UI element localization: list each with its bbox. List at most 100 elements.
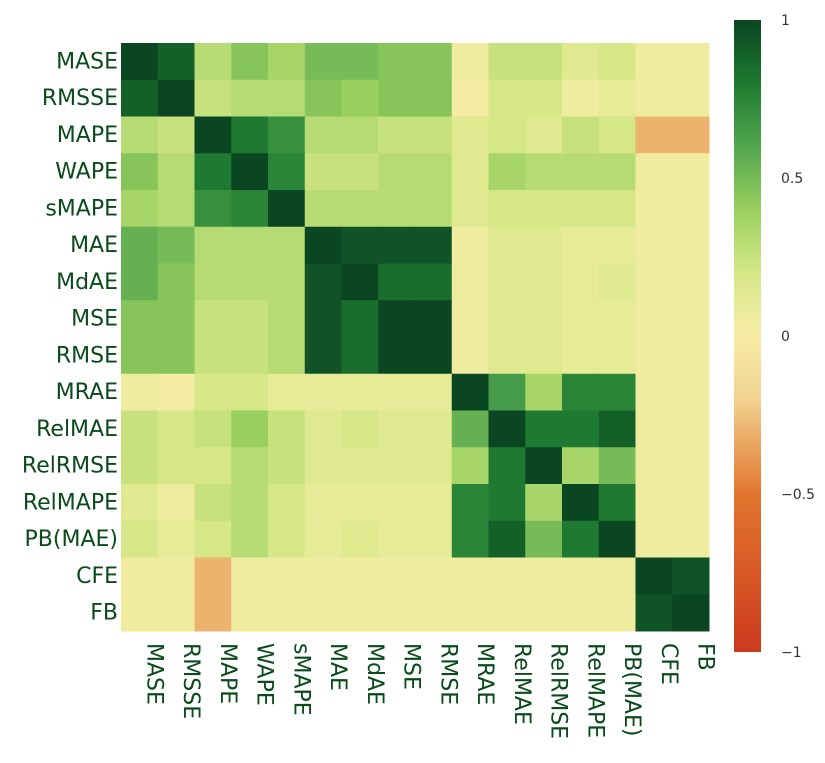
heatmap-cell [525, 557, 563, 595]
heatmap-cell [341, 300, 379, 338]
heatmap-cell [598, 484, 636, 522]
heatmap-cell [304, 300, 342, 338]
heatmap-cell [268, 190, 306, 228]
y-tick-label: MRAE [56, 380, 118, 405]
heatmap-cell [194, 373, 232, 411]
heatmap-cell [157, 447, 195, 485]
heatmap-cell [672, 410, 710, 448]
heatmap-cell [598, 116, 636, 154]
x-tick-label: CFE [656, 643, 681, 685]
heatmap-cell [378, 116, 416, 154]
heatmap-cell [268, 79, 306, 117]
y-tick-label: MAPE [57, 123, 118, 148]
heatmap-cell [635, 43, 673, 81]
heatmap-cell [304, 594, 342, 632]
heatmap-cell [157, 484, 195, 522]
heatmap-cell [378, 520, 416, 558]
heatmap-cell [121, 447, 159, 485]
x-tick-label: sMAPE [288, 643, 313, 716]
heatmap-cell [451, 447, 489, 485]
heatmap-cell [672, 484, 710, 522]
heatmap-cell [341, 116, 379, 154]
heatmap-cell [341, 263, 379, 301]
heatmap-cell [635, 153, 673, 191]
y-tick-label: FB [90, 601, 118, 626]
heatmap-cell [598, 153, 636, 191]
heatmap-cell [525, 484, 563, 522]
heatmap-cell [304, 447, 342, 485]
heatmap-cell [562, 116, 600, 154]
colorbar-tick-label: 1 [781, 13, 790, 29]
heatmap-cell [231, 337, 269, 375]
heatmap-cell [672, 557, 710, 595]
y-tick-label: CFE [76, 564, 118, 589]
heatmap-cell [415, 300, 453, 338]
heatmap-cell [341, 484, 379, 522]
heatmap-cell [635, 484, 673, 522]
heatmap-cell [157, 190, 195, 228]
heatmap-cell [268, 373, 306, 411]
x-tick-label: RelMAPE [582, 643, 607, 738]
heatmap-cell [378, 410, 416, 448]
heatmap-cell [598, 43, 636, 81]
heatmap-cell [635, 373, 673, 411]
x-axis-labels: MASE RMSSE MAPE WAPE sMAPE MAE MdAE MSE RMSE MRAE… [141, 643, 717, 739]
heatmap-cell [304, 79, 342, 117]
heatmap-cell [488, 447, 526, 485]
heatmap-cell [268, 153, 306, 191]
heatmap-cell [268, 520, 306, 558]
colorbar-tick-label: 0 [781, 329, 790, 345]
heatmap-cell [378, 447, 416, 485]
heatmap-cell [304, 43, 342, 81]
heatmap-cell [635, 300, 673, 338]
colorbar [734, 20, 761, 652]
heatmap-cell [415, 153, 453, 191]
heatmap-cell [451, 190, 489, 228]
x-tick-label: FB [693, 643, 718, 671]
heatmap-cell [341, 373, 379, 411]
heatmap-cell [341, 557, 379, 595]
y-tick-label: RelRMSE [22, 454, 118, 479]
heatmap-cell [304, 337, 342, 375]
heatmap-cell [378, 263, 416, 301]
heatmap-cell [341, 43, 379, 81]
heatmap-cell [231, 226, 269, 264]
heatmap-cell [562, 594, 600, 632]
heatmap-cell [525, 410, 563, 448]
heatmap-cell [378, 484, 416, 522]
x-tick-label: MdAE [362, 643, 387, 705]
heatmap-cell [488, 263, 526, 301]
heatmap-cell [304, 520, 342, 558]
heatmap-cell [157, 43, 195, 81]
heatmap-cell [488, 410, 526, 448]
heatmap-cell [415, 520, 453, 558]
heatmap-cell [415, 594, 453, 632]
heatmap-cell [231, 43, 269, 81]
heatmap-cell [525, 520, 563, 558]
y-tick-label: RelMAPE [23, 490, 118, 515]
heatmap-cell [598, 79, 636, 117]
heatmap-cell [598, 226, 636, 264]
heatmap-cell [562, 484, 600, 522]
heatmap-cell [451, 337, 489, 375]
x-tick-label: PB(MAE) [619, 643, 644, 736]
heatmap-cell [304, 116, 342, 154]
heatmap-cell [121, 373, 159, 411]
colorbar-tick-label: 0.5 [781, 171, 803, 187]
heatmap-cell [341, 447, 379, 485]
colorbar-ticks: 1 0.5 0 −0.5 −1 [781, 13, 815, 661]
heatmap-cell [231, 484, 269, 522]
heatmap-cell [378, 43, 416, 81]
heatmap-cell [451, 557, 489, 595]
heatmap-cell [488, 79, 526, 117]
y-tick-label: RelMAE [36, 417, 118, 442]
heatmap-cell [415, 79, 453, 117]
heatmap-cell [157, 79, 195, 117]
heatmap-cell [341, 520, 379, 558]
heatmap-cell [672, 373, 710, 411]
heatmap-cell [672, 520, 710, 558]
heatmap-cell [451, 153, 489, 191]
heatmap-cell [451, 594, 489, 632]
heatmap-cell [194, 337, 232, 375]
